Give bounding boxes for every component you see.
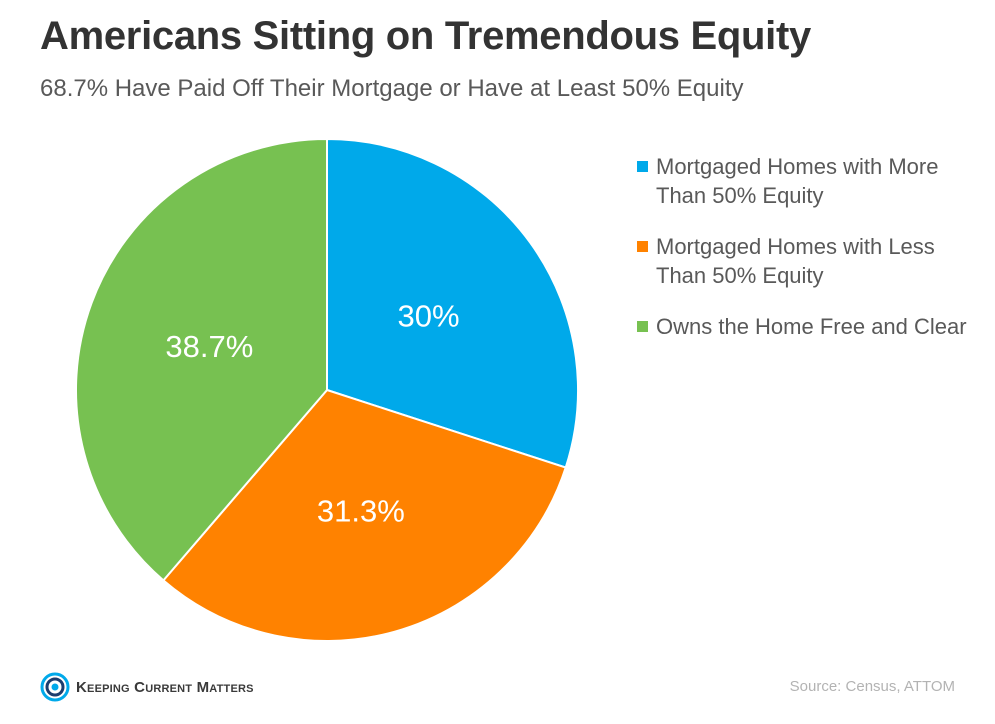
legend-label: Mortgaged Homes with Less Than 50% Equit…	[656, 234, 935, 288]
keeping-current-matters-logo: Keeping Current Matters	[40, 672, 254, 702]
pie-slice-free-and-clear	[75, 137, 328, 582]
chart-subtitle: 68.7% Have Paid Off Their Mortgage or Ha…	[40, 75, 744, 102]
source-note: Source: Census, ATTOM	[789, 678, 955, 695]
slice-value-label: 38.7%	[165, 329, 253, 364]
legend-label: Mortgaged Homes with More Than 50% Equit…	[656, 154, 939, 208]
legend-swatch	[637, 241, 648, 252]
pie-slice-less-than-50-equity	[161, 388, 567, 642]
chart-legend: Mortgaged Homes with More Than 50% Equit…	[637, 152, 967, 363]
slice-value-label: 30%	[398, 299, 460, 334]
legend-item-less-than-50-equity: Mortgaged Homes with Less Than 50% Equit…	[637, 232, 967, 290]
logo-text: Keeping Current Matters	[76, 678, 254, 696]
legend-swatch	[637, 321, 648, 332]
chart-title: Americans Sitting on Tremendous Equity	[40, 14, 811, 58]
legend-item-free-and-clear: Owns the Home Free and Clear	[637, 312, 967, 341]
legend-swatch	[637, 161, 648, 172]
legend-item-more-than-50-equity: Mortgaged Homes with More Than 50% Equit…	[637, 152, 967, 210]
kcm-logo-icon	[40, 672, 70, 702]
pie-slice-more-than-50-equity	[326, 137, 579, 469]
slice-value-label: 31.3%	[317, 493, 405, 528]
legend-label: Owns the Home Free and Clear	[656, 314, 967, 339]
